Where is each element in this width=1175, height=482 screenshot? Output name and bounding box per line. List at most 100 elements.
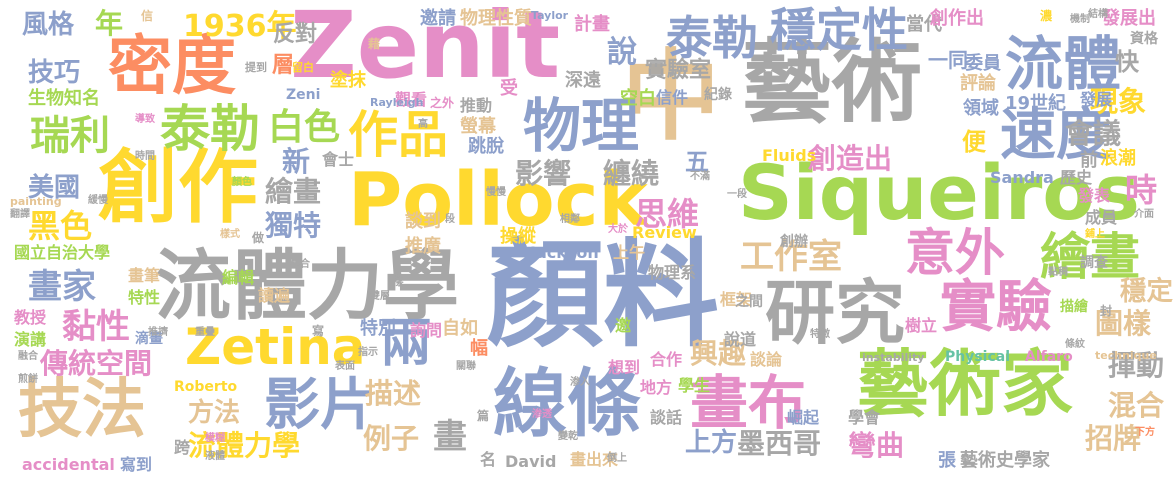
word-diaocha: 調查 <box>1080 255 1108 271</box>
word-shijian: 時間 <box>135 151 155 162</box>
word-yiduan: 一段 <box>727 189 747 200</box>
word-tuidong: 推動 <box>460 96 493 115</box>
word-dubian: 讀遍 <box>258 286 291 305</box>
word-shangwu: 上午 <box>613 243 646 262</box>
word-xingqu: 興趣 <box>690 337 747 370</box>
word-fabiao: 發表 <box>1078 186 1111 205</box>
word-huanman: 緩慢 <box>88 195 108 206</box>
word-shenru: 渗入 <box>570 377 590 388</box>
word-difang: 地方 <box>640 378 673 397</box>
word-tuyang: 圖樣 <box>1095 307 1152 340</box>
word-kuai: 快 <box>1115 48 1139 76</box>
word-huishi: 會士 <box>322 150 355 169</box>
word-xin-small: 信 <box>141 9 154 23</box>
word-siqueiros: Siqueiros <box>738 148 1140 237</box>
word-kua: 跨 <box>174 438 191 457</box>
word-ming: 名 <box>480 450 497 469</box>
word-chuangban: 創辦 <box>780 234 808 250</box>
word-jifa: 技法 <box>18 373 146 447</box>
word-huabi: 畫筆 <box>128 266 161 285</box>
word-ronghe: 融合 <box>18 351 38 362</box>
word-nianchou: 黏稠 <box>1048 267 1068 278</box>
word-yangshi: 樣式 <box>220 229 240 240</box>
word-meiguo: 美國 <box>28 173 81 203</box>
word-manman: 慢慢 <box>486 187 506 198</box>
word-fazhanchu: 發展出 <box>1102 8 1156 29</box>
word-yishujia: 藝術家 <box>857 342 1074 426</box>
word-rayleigh: Rayleigh <box>370 96 424 109</box>
word-xiedao: 寫到 <box>120 455 153 474</box>
word-zhijian: 之間 <box>735 294 763 310</box>
word-19shiji: 19世紀 <box>1005 93 1067 114</box>
word-jilu: 紀錄 <box>704 87 732 103</box>
word-heise: 黑色 <box>28 207 93 245</box>
word-bian: 便 <box>962 128 986 156</box>
word-tumo: 塗抹 <box>330 70 366 91</box>
word-zige: 資格 <box>1130 31 1158 47</box>
word-jiemian: 介面 <box>1134 209 1154 220</box>
word-yishu: 藝術 <box>742 30 922 135</box>
word-huihua-gray: 繪畫 <box>265 175 322 208</box>
word-gao: 高 <box>418 119 428 130</box>
word-xianglin: 相鄰 <box>560 214 580 225</box>
word-hua: 畫 <box>433 417 467 457</box>
word-texing: 特性 <box>128 288 161 307</box>
word-pinglun: 評論 <box>960 73 996 94</box>
word-shiyan: 實驗 <box>940 275 1052 340</box>
word-tanlun: 談論 <box>750 350 783 369</box>
word-yishushixuejia: 藝術史學家 <box>960 450 1050 471</box>
word-zenit: Zenit <box>290 0 561 99</box>
word-langchao: 浪潮 <box>1100 148 1136 169</box>
word-siwei: 思維 <box>635 195 700 233</box>
word-kuangjia: 框架 <box>720 290 753 309</box>
word-moxige: 墨西哥 <box>737 427 822 460</box>
word-liutilixue: 流體力學 <box>155 241 459 330</box>
word-jueqi: 崛起 <box>787 408 820 427</box>
word-fanyi: 翻譯 <box>10 209 30 220</box>
word-dute: 獨特 <box>265 209 322 242</box>
word-shiyanshi: 實驗室 <box>645 58 712 83</box>
word-david: David <box>505 452 557 471</box>
word-tandao: 談到 <box>405 211 441 232</box>
word-liutilixue-small: 流體力學 <box>188 429 301 462</box>
word-shuodao: 說道 <box>724 330 757 349</box>
word-fu: 幅 <box>470 338 488 359</box>
word-xuesheng: 學生 <box>678 376 711 395</box>
word-alfaro: Alfaro <box>1025 349 1073 365</box>
word-chengyuan: 成員 <box>1085 208 1118 227</box>
word-guolizizhi: 國立自治大學 <box>14 243 111 262</box>
word-taylor: Taylor <box>531 9 569 22</box>
word-chuangzaochu: 創造出 <box>808 142 893 175</box>
word-jiaoshou: 教授 <box>14 308 47 327</box>
word-jizhi: 機制 <box>1070 14 1090 25</box>
word-dihua: 滴畫 <box>135 331 163 347</box>
word-fandui: 反對 <box>273 22 318 47</box>
word-bianji: 編輯 <box>222 268 255 287</box>
word-shuangceng: 雙層 <box>370 291 390 302</box>
word-mohu: 模糊 <box>205 433 225 444</box>
word-huiyi: 會議 <box>1065 117 1122 150</box>
word-xie: 寫 <box>312 324 325 338</box>
word-fazhan: 發展 <box>1080 90 1113 109</box>
word-caozong: 操縱 <box>500 226 536 247</box>
word-zetina: Zetina <box>185 318 366 376</box>
word-chuantongkongjian: 傳統空間 <box>40 347 153 380</box>
word-miaohui: 描繪 <box>1060 299 1088 315</box>
word-ceng: 層 <box>272 53 295 78</box>
word-nong: 濃 <box>1040 9 1053 23</box>
word-yitong: 一同 <box>928 48 968 72</box>
word-liubai: 留白 <box>292 61 314 74</box>
word-midu: 密度 <box>108 30 236 104</box>
word-tiaotuo: 跳脫 <box>468 136 504 157</box>
word-qian: 前 <box>1080 150 1098 171</box>
word-ruili: 瑞利 <box>30 113 110 159</box>
word-shengwuzhiming: 生物知名 <box>28 88 100 109</box>
word-shi: 時 <box>1125 171 1158 209</box>
word-dayu: 大於 <box>608 224 628 235</box>
word-zhong: 中 <box>622 40 721 154</box>
word-taile-blue: 泰勒 <box>666 11 758 65</box>
word-shuo: 說 <box>607 35 637 70</box>
word-zhaopai: 招牌 <box>1085 422 1142 455</box>
word-yang: 樣 <box>392 274 405 288</box>
